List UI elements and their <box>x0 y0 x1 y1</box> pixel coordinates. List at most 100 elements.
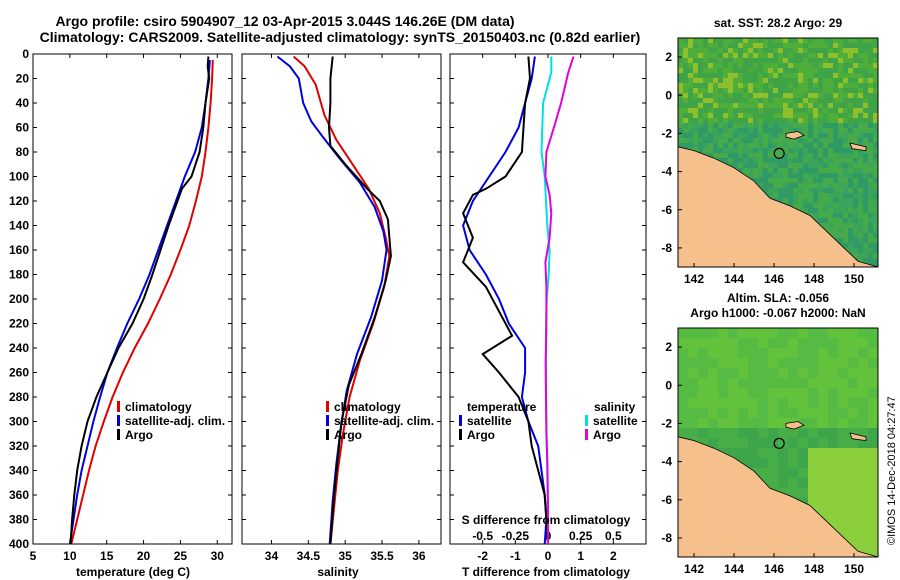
map-cell <box>763 123 768 128</box>
map-cell <box>783 103 788 108</box>
map-cell <box>798 63 803 68</box>
map-cell <box>843 138 848 143</box>
map-cell <box>873 253 878 258</box>
map-cell <box>743 153 748 158</box>
map-cell <box>843 218 848 223</box>
map-cell <box>743 53 748 58</box>
legend-label-s-argo: Argo <box>593 428 621 442</box>
map-cell <box>718 408 728 418</box>
map-cell <box>753 88 758 93</box>
map-cell <box>858 428 868 438</box>
map-cell <box>818 83 823 88</box>
map-cell <box>828 43 833 48</box>
map-cell <box>728 108 733 113</box>
map-cell <box>773 63 778 68</box>
map-cell <box>838 398 848 408</box>
land-mass <box>677 436 879 558</box>
map-cell <box>778 68 783 73</box>
map-cell <box>853 188 858 193</box>
map-cell <box>718 68 723 73</box>
map-cell <box>728 428 738 438</box>
map-cell <box>718 388 728 398</box>
map-cell <box>793 58 798 63</box>
map-cell <box>823 43 828 48</box>
map-cell <box>718 63 723 68</box>
map-cell <box>738 78 743 83</box>
map-cell <box>733 48 738 53</box>
map-cell <box>763 103 768 108</box>
map-cell <box>818 173 823 178</box>
map-cell <box>698 143 703 148</box>
map-cell <box>873 248 878 253</box>
map-cell <box>853 78 858 83</box>
map-cell <box>703 148 708 153</box>
map-cell <box>808 428 818 438</box>
map-cell <box>678 108 683 113</box>
map-cell <box>823 78 828 83</box>
map-cell <box>858 253 863 258</box>
map-cell <box>863 113 868 118</box>
map-cell <box>738 63 743 68</box>
map-cell <box>768 188 773 193</box>
map-cell <box>713 58 718 63</box>
map-cell <box>798 168 803 173</box>
map-cell <box>773 133 778 138</box>
map-cell <box>858 348 868 358</box>
map-cell <box>708 108 713 113</box>
map-cell <box>828 378 838 388</box>
map-cell <box>728 328 738 338</box>
map-cell <box>843 48 848 53</box>
map-cell <box>853 233 858 238</box>
map-cell <box>768 43 773 48</box>
map-cell <box>858 398 868 408</box>
map-cell <box>858 73 863 78</box>
map-cell <box>783 73 788 78</box>
map-cell <box>818 158 823 163</box>
map-cell <box>773 173 778 178</box>
map-cell <box>793 63 798 68</box>
map-cell <box>808 438 818 448</box>
map-cell <box>828 108 833 113</box>
map-cell <box>728 48 733 53</box>
map-cell <box>858 233 863 238</box>
map-xtick-label: 146 <box>764 562 784 576</box>
map-cell <box>728 348 738 358</box>
map-cell <box>748 348 758 358</box>
map-cell <box>803 208 808 213</box>
island <box>785 421 805 430</box>
map-cell <box>868 88 873 93</box>
map-cell <box>778 113 783 118</box>
map-cell <box>788 408 798 418</box>
map-cell <box>693 128 698 133</box>
map-cell <box>768 68 773 73</box>
map-cell <box>783 183 788 188</box>
map-cell <box>803 73 808 78</box>
map-cell <box>688 78 693 83</box>
map-cell <box>698 438 708 448</box>
map-cell <box>768 408 778 418</box>
salinity-xlabel: salinity <box>317 565 359 579</box>
map-cell <box>843 108 848 113</box>
map-cell <box>723 88 728 93</box>
map-cell <box>768 183 773 188</box>
map-cell <box>723 53 728 58</box>
map-cell <box>693 93 698 98</box>
map-cell <box>758 348 768 358</box>
map-cell <box>678 388 688 398</box>
map-cell <box>793 163 798 168</box>
map-cell <box>848 178 853 183</box>
map-cell <box>758 428 768 438</box>
series-line-argo <box>69 56 211 545</box>
map-cell <box>838 148 843 153</box>
map-cell <box>818 103 823 108</box>
legend-label-argo: Argo <box>125 428 153 442</box>
map-cell <box>778 118 783 123</box>
map-cell <box>743 83 748 88</box>
map-cell <box>853 198 858 203</box>
map-cell <box>793 88 798 93</box>
map-cell <box>813 203 818 208</box>
map-cell <box>848 118 853 123</box>
map-cell <box>843 233 848 238</box>
map-cell <box>728 43 733 48</box>
map-cell <box>848 223 853 228</box>
